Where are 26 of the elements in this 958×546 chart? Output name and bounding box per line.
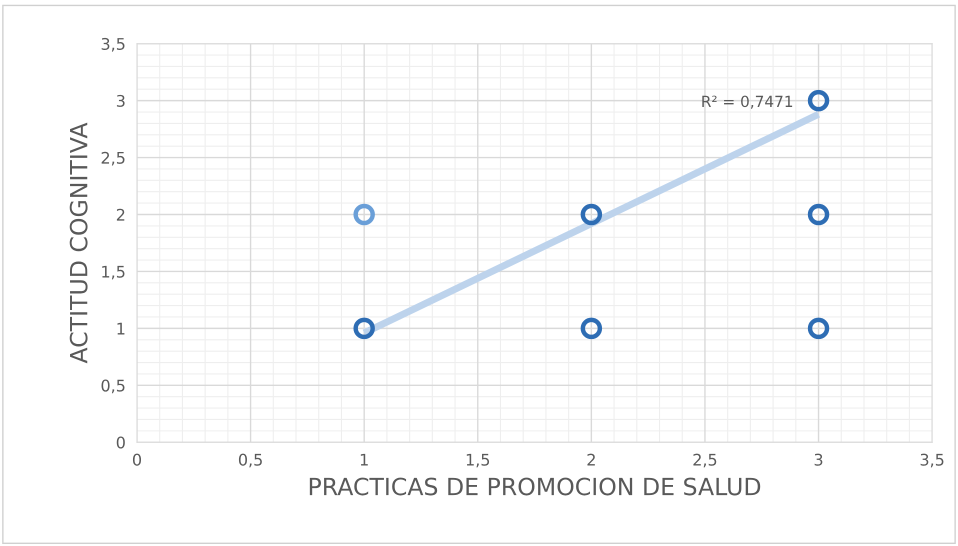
y-tick-label: 3 (116, 94, 125, 107)
point (808, 204, 830, 226)
y-tick-label: 1,5 (102, 266, 124, 280)
x-tick-label: 2 (587, 454, 595, 466)
y-tick-label: 1 (117, 322, 124, 334)
x-tick-label: 3,5 (920, 454, 944, 468)
x-axis-title: PRACTICAS DE PROMOCION DE SALUD (310, 478, 760, 496)
y-tick-label: 0,5 (102, 380, 124, 394)
y-axis-title: ACTITUD COGNITIVA (70, 122, 88, 364)
x-tick-label: 2,5 (693, 454, 716, 468)
x-tick-label: 1 (360, 454, 368, 466)
point (353, 318, 375, 340)
point (353, 204, 375, 226)
point (808, 90, 830, 112)
x-tick-label: 3 (814, 454, 822, 466)
y-tick-label: 0 (116, 436, 125, 449)
x-tick-label: 0,5 (238, 454, 262, 468)
point (580, 318, 602, 340)
x-tick-label: 0 (132, 454, 142, 466)
point (808, 318, 830, 340)
y-tick-label: 2 (116, 208, 124, 221)
y-tick-label: 3,5 (102, 38, 124, 52)
x-tick-label: 1,5 (466, 454, 490, 468)
point (580, 204, 602, 226)
y-tick-label: 2,5 (102, 152, 124, 166)
annotation: R² = 0,7471 (702, 96, 792, 109)
